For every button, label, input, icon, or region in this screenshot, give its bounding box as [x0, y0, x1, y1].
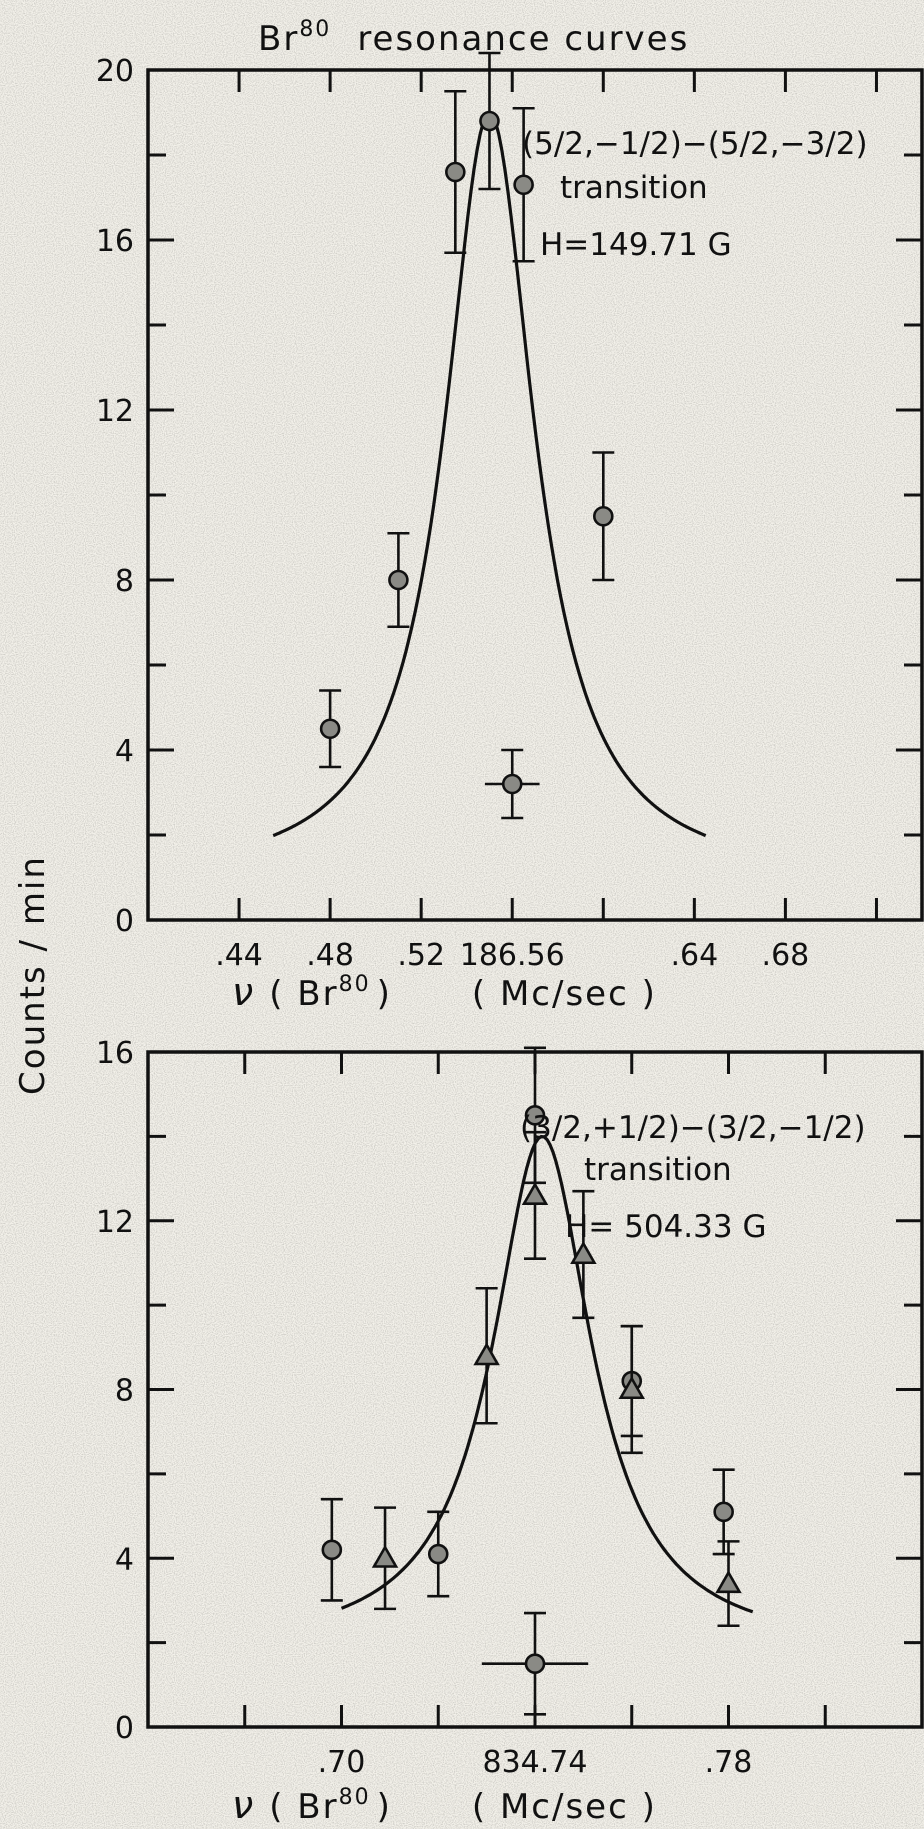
bottom-data-point-circle: [481, 1611, 589, 1716]
top-circle-marker: [445, 161, 466, 183]
top-x-tick-labels: .44 .48 .52 186.56 .64 .68: [215, 938, 809, 973]
bottom-circle-marker: [713, 1501, 734, 1523]
bottom-data-point-circle: [712, 1468, 735, 1556]
top-y-tick-label: 8: [115, 564, 134, 599]
bottom-y-tick-label: 4: [115, 1542, 134, 1577]
top-x-tick-label: .48: [306, 938, 354, 973]
top-x-axis-species: ( Br: [269, 974, 338, 1014]
top-data-point-circle: [444, 89, 467, 255]
top-data-point-circle: [319, 689, 342, 769]
bottom-triangle-marker: [521, 1181, 549, 1205]
bottom-triangle-marker: [618, 1375, 645, 1400]
bottom-circle-marker: [524, 1104, 546, 1126]
bottom-data-point-triangle: [618, 1324, 645, 1455]
bottom-y-tick-labels: 0 4 8 12 16: [96, 1036, 134, 1746]
bottom-data-point-triangle: [371, 1506, 399, 1611]
top-x-axis-unit: ( Mc/sec ): [472, 974, 657, 1014]
top-data-point-circle: [478, 51, 501, 191]
top-circle-marker: [479, 110, 500, 132]
bottom-annotation-label: transition: [584, 1152, 732, 1188]
top-x-tick-label: .44: [215, 938, 263, 973]
bottom-x-tick-labels: .70 834.74 .78: [318, 1745, 753, 1780]
top-y-tick-label: 4: [115, 734, 134, 769]
top-annotation-field: H=149.71 G: [540, 227, 732, 263]
top-ticks: [146, 68, 922, 922]
bottom-circle-marker: [427, 1543, 449, 1565]
bottom-annotation-field: H= 504.33 G: [565, 1209, 767, 1245]
bottom-triangle-marker: [473, 1342, 500, 1366]
top-x-axis-close: ): [377, 974, 392, 1014]
bottom-x-tick-label: .70: [318, 1745, 366, 1780]
top-data-points: [319, 51, 615, 820]
bottom-circle-marker: [524, 1653, 546, 1675]
top-circle-marker: [388, 569, 409, 591]
bottom-x-axis-nu: ν: [232, 1783, 255, 1827]
figure-title-sup: 80: [299, 17, 331, 42]
top-y-tick-labels: 0 4 8 12 16 20: [96, 54, 134, 939]
bottom-triangle-marker: [570, 1240, 597, 1265]
bottom-data-point-triangle: [570, 1189, 597, 1320]
bottom-circle-marker: [321, 1539, 343, 1561]
top-x-axis-sup: 80: [339, 972, 371, 997]
bottom-x-axis-label: ν ( Br80) ( Mc/sec ): [232, 1783, 657, 1827]
figure-title: Br80 resonance curves: [258, 17, 689, 59]
top-y-tick-label: 16: [96, 224, 134, 259]
top-circle-marker: [513, 174, 534, 196]
top-annotation-label: transition: [560, 170, 708, 206]
bottom-ticks: [146, 1050, 922, 1729]
bottom-x-axis-sup: 80: [339, 1785, 371, 1810]
bottom-x-axis-unit: ( Mc/sec ): [472, 1787, 657, 1827]
bottom-y-tick-label: 8: [115, 1374, 134, 1409]
top-panel: 0 4 8 12 16 20 .44 .48 .52 186.56 .64 .68 (5/2,−1/…: [96, 51, 924, 1014]
y-axis-label: Counts / min: [13, 855, 53, 1095]
bottom-data-point-triangle: [521, 1130, 549, 1261]
bottom-x-tick-label: .78: [705, 1745, 753, 1780]
top-circle-marker: [319, 718, 341, 740]
bottom-data-point-triangle: [715, 1540, 742, 1628]
top-data-point-circle: [484, 748, 540, 820]
top-y-tick-label: 12: [96, 394, 134, 429]
top-x-tick-label: .68: [762, 938, 810, 973]
bottom-data-point-circle: [320, 1497, 343, 1602]
bottom-data-point-circle: [427, 1510, 450, 1598]
bottom-x-axis-species: ( Br: [269, 1787, 338, 1827]
bottom-y-tick-label: 0: [115, 1711, 134, 1746]
figure-title-suffix: resonance curves: [357, 19, 689, 59]
bottom-annotation-transition: (3/2,+1/2)−(3/2,−1/2): [520, 1110, 866, 1146]
bottom-fit-curve: [340, 1134, 754, 1614]
top-circle-marker: [592, 505, 614, 527]
bottom-triangle-marker: [371, 1544, 399, 1568]
bottom-y-tick-label: 16: [96, 1036, 134, 1071]
bottom-triangle-marker: [715, 1569, 742, 1594]
top-y-tick-label: 0: [115, 904, 134, 939]
top-x-tick-label: 186.56: [460, 938, 565, 973]
top-y-tick-label: 20: [96, 54, 134, 89]
top-x-tick-label: .64: [670, 938, 718, 973]
top-x-tick-label: .52: [397, 938, 445, 973]
figure-title-prefix: Br: [258, 19, 299, 59]
bottom-data-point-triangle: [473, 1286, 500, 1425]
bottom-y-tick-label: 12: [96, 1205, 134, 1240]
bottom-panel: 0 4 8 12 16 .70 834.74 .78 (3/2,+1/2)−(3/2,−1/…: [96, 1036, 924, 1827]
top-data-point-circle: [512, 106, 535, 263]
top-data-point-circle: [387, 531, 410, 629]
top-x-axis-nu: ν: [232, 970, 255, 1014]
top-data-point-circle: [592, 451, 615, 582]
top-x-axis-label: ν ( Br80) ( Mc/sec ): [232, 970, 657, 1014]
top-circle-marker: [501, 773, 523, 795]
top-annotation-transition: (5/2,−1/2)−(5/2,−3/2): [522, 126, 868, 162]
bottom-x-axis-close: ): [377, 1787, 392, 1827]
bottom-data-points: [320, 1046, 742, 1716]
bottom-x-tick-label: 834.74: [483, 1745, 588, 1780]
